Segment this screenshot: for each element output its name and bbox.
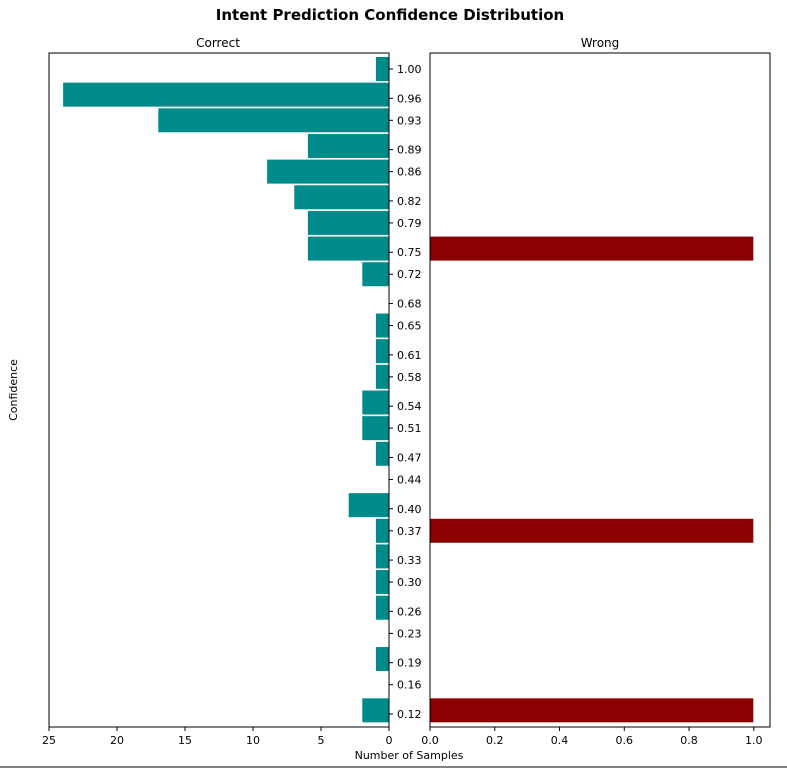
y-tick-label: 0.23 [397,627,422,640]
panel-title-correct: Correct [196,36,240,50]
y-tick-label: 1.00 [397,63,422,76]
bar-correct [374,646,390,673]
y-tick-label: 0.40 [397,503,422,516]
bar-wrong [429,697,755,724]
x-tick-label: 0.8 [680,734,698,747]
y-tick-label: 0.19 [397,657,422,670]
y-tick-label: 0.47 [397,451,422,464]
x-axis-label: Number of Samples [355,749,464,762]
bar-correct [361,261,390,288]
y-tick-label: 0.89 [397,144,422,157]
y-tick-label: 0.82 [397,195,422,208]
bar-wrong [429,235,755,262]
bar-correct [374,56,390,82]
bar-correct [361,389,390,416]
y-tick-label: 0.30 [397,576,422,589]
y-tick-label: 0.72 [397,268,422,281]
y-tick-label: 0.68 [397,298,422,311]
y-tick-label: 0.26 [397,605,422,618]
bar-correct [306,209,390,236]
bar-correct [306,235,390,262]
y-tick-label: 0.16 [397,679,422,692]
bar-correct [374,517,390,544]
y-tick-label: 0.65 [397,320,422,333]
bar-correct [62,81,390,108]
x-tick-label: 25 [42,734,56,747]
x-tick-label: 1.0 [745,734,763,747]
x-tick-label: 10 [246,734,260,747]
bar-correct [157,107,390,134]
bar-correct [374,594,390,621]
bar-correct [374,440,390,467]
y-axis-label: Confidence [7,359,20,421]
x-tick-label: 0.4 [551,734,569,747]
y-tick-label: 0.58 [397,371,422,384]
x-tick-label: 15 [178,734,192,747]
y-tick-label: 0.12 [397,708,422,721]
y-tick-label: 0.79 [397,217,422,230]
bar-correct [374,312,390,339]
y-tick-label: 0.51 [397,422,422,435]
bar-wrong [429,517,755,544]
x-tick-label: 0.0 [421,734,439,747]
panel-frame-correct [48,52,390,728]
x-tick-label: 0.6 [616,734,634,747]
chart-title: Intent Prediction Confidence Distributio… [216,6,564,24]
bar-correct [266,158,390,185]
y-tick-label: 0.54 [397,400,422,413]
bar-correct [361,415,390,442]
y-tick-label: 0.33 [397,554,422,567]
y-tick-label: 0.75 [397,246,422,259]
bar-correct [347,492,390,519]
y-tick-label: 0.37 [397,525,422,538]
y-tick-label: 0.61 [397,349,422,362]
panel-frame-wrong [429,52,771,728]
x-tick-label: 0 [386,734,393,747]
bar-correct [306,132,390,159]
bar-correct [361,697,390,724]
y-tick-label: 0.96 [397,92,422,105]
bar-correct [374,543,390,570]
y-tick-label: 0.93 [397,114,422,127]
bar-correct [293,184,390,211]
bar-correct [374,569,390,596]
x-tick-label: 0.2 [486,734,504,747]
y-tick-label: 0.86 [397,166,422,179]
x-tick-label: 20 [110,734,124,747]
panel-title-wrong: Wrong [581,36,620,50]
x-tick-label: 5 [318,734,325,747]
y-tick-label: 0.44 [397,473,422,486]
bar-correct [374,338,390,365]
bar-correct [374,363,390,390]
